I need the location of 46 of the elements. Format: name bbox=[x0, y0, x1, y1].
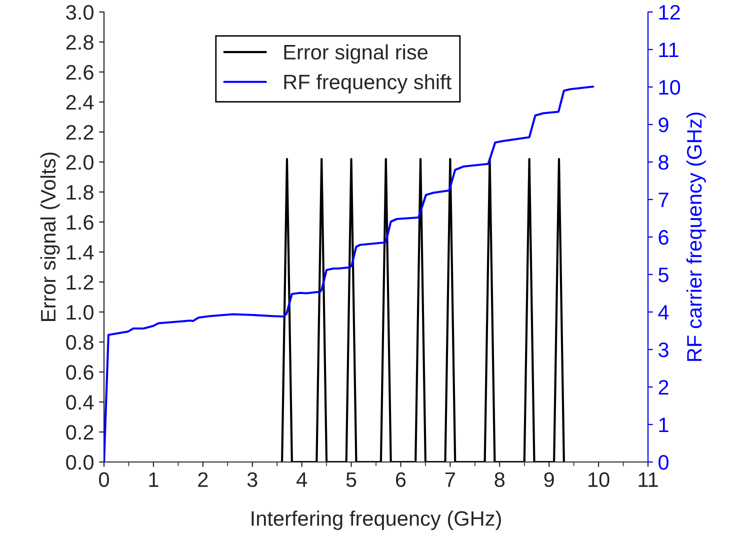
y2-tick-label: 2 bbox=[658, 380, 668, 395]
y2-tick-label: 9 bbox=[658, 118, 668, 132]
y-tick-label: 2.4 bbox=[66, 95, 94, 110]
y2-tick-label: 5 bbox=[658, 268, 668, 282]
x-tick-label: 2 bbox=[198, 472, 208, 487]
y-tick-label: 2.8 bbox=[66, 35, 94, 50]
y-tick-label: 2.0 bbox=[66, 155, 94, 170]
y2-tick-label: 1 bbox=[659, 418, 668, 432]
legend-label: RF frequency shift bbox=[284, 74, 452, 94]
y-tick-label: 0.2 bbox=[66, 425, 94, 440]
y-tick-label: 0.6 bbox=[66, 365, 94, 380]
y2-tick-label: 12 bbox=[659, 5, 680, 20]
y-tick-label: 1.0 bbox=[66, 305, 94, 320]
y2-tick-label: 7 bbox=[658, 192, 668, 208]
x-tick-label: 10 bbox=[588, 472, 610, 488]
x-tick-label: 3 bbox=[247, 472, 258, 488]
y2-tick-label: 4 bbox=[658, 305, 669, 320]
x-tick-label: 0 bbox=[99, 472, 109, 488]
y2-tick-label: 0 bbox=[658, 455, 668, 470]
y-tick-label: 1.8 bbox=[66, 185, 94, 200]
x-tick-label: 1 bbox=[149, 472, 158, 487]
legend-label: Error signal rise bbox=[284, 44, 428, 64]
x-tick-label: 9 bbox=[544, 472, 554, 488]
y-tick-label: 2.6 bbox=[66, 65, 94, 80]
y-tick-label: 1.6 bbox=[66, 215, 94, 230]
x-tick-label: 11 bbox=[638, 472, 658, 487]
x-axis-title: Interfering frequency (GHz) bbox=[252, 510, 501, 530]
x-tick-label: 7 bbox=[445, 472, 455, 487]
x-tick-label: 8 bbox=[494, 472, 505, 488]
y-axis-title: Error signal (Volts) bbox=[40, 152, 60, 321]
y-tick-label: 3.0 bbox=[66, 5, 94, 20]
y2-tick-label: 8 bbox=[658, 155, 668, 170]
y2-axis-title: RF carrier frequency (GHz) bbox=[686, 112, 706, 361]
y2-tick-label: 3 bbox=[658, 342, 668, 358]
y-tick-label: 2.2 bbox=[66, 125, 94, 140]
y-tick-label: 0.0 bbox=[66, 455, 94, 470]
y2-tick-label: 10 bbox=[659, 80, 680, 95]
y-tick-label: 0.4 bbox=[66, 395, 94, 410]
x-tick-label: 5 bbox=[346, 472, 356, 488]
x-tick-label: 6 bbox=[396, 472, 406, 488]
y-tick-label: 1.4 bbox=[66, 245, 94, 260]
y-tick-label: 1.2 bbox=[66, 275, 94, 290]
y2-tick-label: 6 bbox=[658, 230, 668, 245]
y2-tick-label: 11 bbox=[659, 42, 678, 58]
y-tick-label: 0.8 bbox=[66, 335, 94, 350]
x-tick-label: 4 bbox=[296, 472, 307, 487]
